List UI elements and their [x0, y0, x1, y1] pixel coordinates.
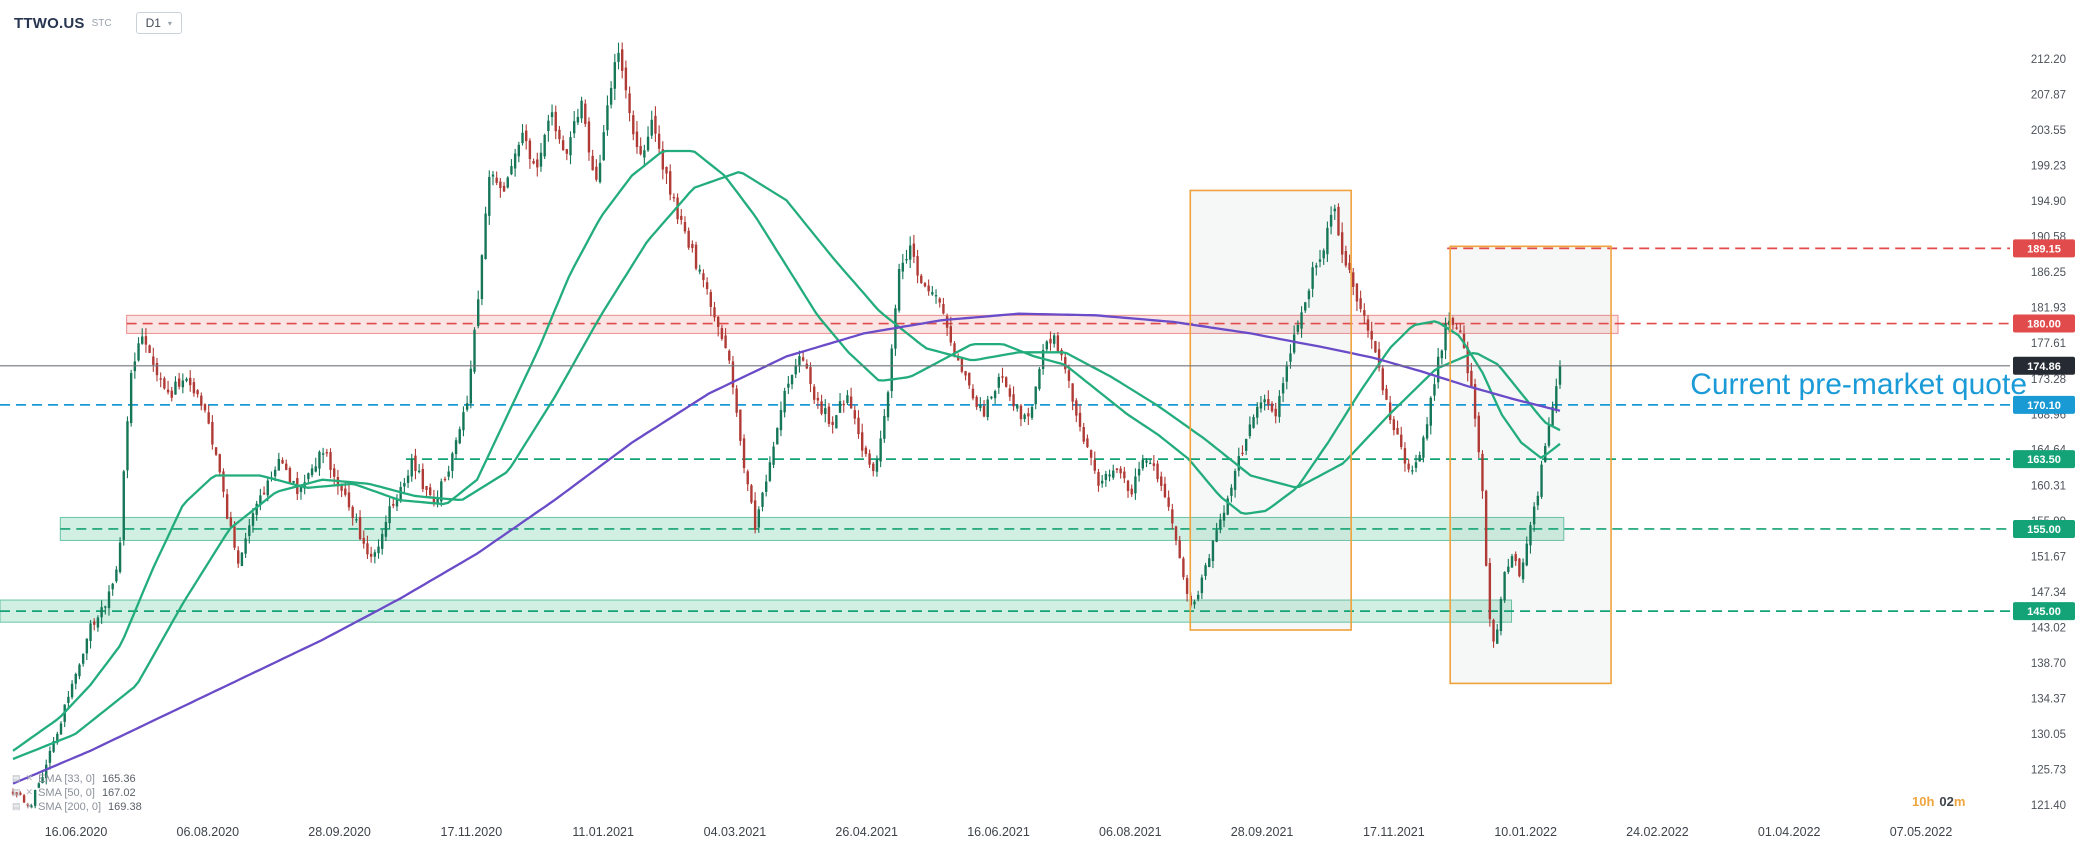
- date-tick-label: 16.06.2020: [45, 825, 108, 839]
- session-countdown: 10h 02m: [1912, 794, 1965, 809]
- axis-price-label-174.86: 174.86: [2013, 356, 2075, 375]
- price-tick-label: 143.02: [2031, 622, 2066, 634]
- price-tick-label: 207.87: [2031, 90, 2066, 102]
- axis-price-label-145.00: 145.00: [2013, 602, 2075, 621]
- countdown-hours: 10h: [1912, 794, 1935, 809]
- countdown-minutes: 02: [1939, 794, 1954, 809]
- price-tick-label: 203.55: [2031, 125, 2066, 137]
- highlight-box-1[interactable]: [1190, 190, 1352, 631]
- indicator-remove-icon[interactable]: ✕: [25, 787, 34, 797]
- legend-row-sma-200[interactable]: ▤ ✕ SMA [200, 0] 169.38: [12, 800, 142, 813]
- ma-line-ema-33-0-[interactable]: [12, 149, 1561, 752]
- svg-text:155.00: 155.00: [2027, 524, 2061, 536]
- indicator-value: 165.36: [101, 772, 136, 785]
- indicator-value: 169.38: [108, 800, 142, 813]
- indicator-value: 167.02: [101, 786, 136, 799]
- date-tick-label: 26.04.2021: [835, 825, 898, 839]
- axis-price-label-189.15: 189.15: [2013, 239, 2075, 258]
- axis-price-label-155.00: 155.00: [2013, 519, 2075, 538]
- date-tick-label: 28.09.2020: [308, 825, 371, 839]
- indicator-settings-icon[interactable]: ▤: [12, 801, 21, 811]
- countdown-minutes-suffix: m: [1953, 794, 1966, 809]
- highlight-box-border-1[interactable]: [1189, 189, 1352, 631]
- indicator-settings-icon[interactable]: ▤: [12, 787, 21, 797]
- price-axis: 212.20207.87203.55199.23194.90190.58186.…: [2031, 54, 2067, 812]
- indicator-label: SMA [50, 0]: [38, 786, 95, 799]
- date-tick-label: 10.01.2022: [1494, 825, 1557, 839]
- indicator-remove-icon[interactable]: ✕: [25, 773, 34, 783]
- price-tick-label: 212.20: [2031, 54, 2066, 66]
- svg-text:189.15: 189.15: [2027, 243, 2061, 255]
- price-tick-label: 134.37: [2031, 693, 2066, 705]
- date-tick-label: 17.11.2021: [1363, 825, 1425, 839]
- instrument-header: TTWO.US STC D1 ▾: [14, 12, 182, 34]
- date-tick-label: 16.06.2021: [967, 825, 1030, 839]
- price-tick-label: 160.31: [2031, 480, 2066, 492]
- price-tick-label: 125.73: [2031, 764, 2066, 776]
- instrument-exchange-label: STC: [91, 17, 112, 29]
- price-tick-label: 194.90: [2031, 196, 2066, 208]
- legend-row-sma-50[interactable]: ▤ ✕ SMA [50, 0] 167.02: [12, 786, 142, 799]
- instrument-symbol[interactable]: TTWO.US: [14, 14, 85, 32]
- ma-line-sma-50-0-[interactable]: [12, 171, 1561, 761]
- date-tick-label: 04.03.2021: [704, 825, 767, 839]
- price-tick-label: 130.05: [2031, 729, 2066, 741]
- price-tick-label: 186.25: [2031, 267, 2066, 279]
- axis-price-label-180.00: 180.00: [2013, 314, 2075, 333]
- price-tick-label: 181.93: [2031, 303, 2066, 315]
- svg-text:163.50: 163.50: [2027, 454, 2061, 466]
- axis-price-label-163.50: 163.50: [2013, 450, 2075, 469]
- indicator-legend: ▤ ✕ EMA [33, 0] 165.36 ▤ ✕ SMA [50, 0] 1…: [12, 772, 142, 813]
- premarket-quote-annotation[interactable]: Current pre-market quote: [1690, 368, 2027, 401]
- indicator-remove-icon[interactable]: ✕: [25, 801, 34, 811]
- svg-text:145.00: 145.00: [2027, 606, 2061, 618]
- price-tick-label: 173.28: [2031, 374, 2066, 386]
- indicator-settings-icon[interactable]: ▤: [12, 773, 21, 783]
- price-tick-label: 147.34: [2031, 587, 2067, 599]
- price-tick-label: 199.23: [2031, 161, 2066, 173]
- svg-text:174.86: 174.86: [2027, 361, 2061, 373]
- time-axis: 16.06.2020 06.08.2020 28.09.2020 17.11.2020…: [45, 825, 1953, 839]
- price-tick-label: 121.40: [2031, 800, 2066, 812]
- date-tick-label: 17.11.2020: [441, 825, 503, 839]
- indicator-label: SMA [200, 0]: [38, 800, 102, 813]
- timeframe-value: D1: [145, 16, 161, 30]
- date-tick-label: 24.02.2022: [1626, 825, 1689, 839]
- indicator-label: EMA [33, 0]: [38, 772, 95, 785]
- date-tick-label: 28.09.2021: [1231, 825, 1294, 839]
- candles-layer[interactable]: [11, 42, 1562, 809]
- chevron-down-icon: ▾: [167, 18, 172, 28]
- date-tick-label: 11.01.2021: [572, 825, 634, 839]
- date-tick-label: 01.04.2022: [1758, 825, 1821, 839]
- date-tick-label: 07.05.2022: [1890, 825, 1953, 839]
- timeframe-dropdown[interactable]: D1 ▾: [135, 12, 182, 34]
- date-tick-label: 06.08.2020: [177, 825, 240, 839]
- svg-text:180.00: 180.00: [2027, 319, 2061, 331]
- highlight-box-border-2[interactable]: [1449, 245, 1612, 685]
- price-tick-label: 177.61: [2031, 338, 2066, 350]
- svg-text:170.10: 170.10: [2027, 400, 2061, 412]
- axis-price-label-170.10: 170.10: [2013, 395, 2075, 414]
- price-tick-label: 151.67: [2031, 551, 2066, 563]
- date-tick-label: 06.08.2021: [1099, 825, 1162, 839]
- highlight-box-2[interactable]: [1450, 246, 1612, 684]
- ma-line-sma-200-0-[interactable]: [12, 312, 1561, 785]
- legend-row-ema-33[interactable]: ▤ ✕ EMA [33, 0] 165.36: [12, 772, 142, 785]
- price-tick-label: 138.70: [2031, 658, 2066, 670]
